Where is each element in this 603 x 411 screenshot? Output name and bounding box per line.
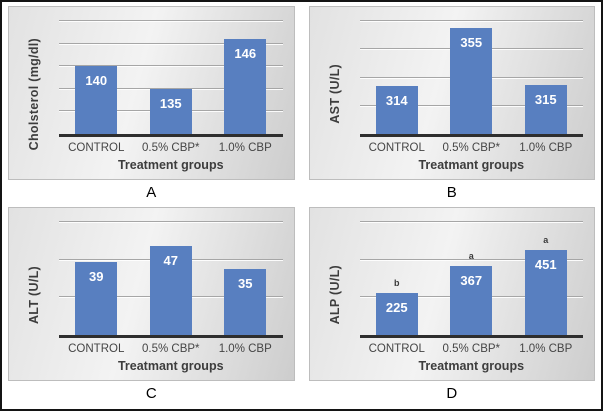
chart-panel-a: Cholsterol (mg/dl) 140 135 146 CONTROL 0.5… — [8, 6, 295, 204]
bar-1-0-cbp: 35 — [224, 269, 267, 335]
x-tick-10cbp: 1.0% CBP — [218, 343, 272, 355]
plot-area: 225 b 367 a 451 a — [359, 221, 583, 338]
x-axis-title: Treatmant groups — [117, 359, 224, 373]
bar-value-label: 140 — [85, 73, 108, 89]
significance-letter: a — [543, 235, 549, 246]
y-axis-title-wrap: Cholsterol (mg/dl) — [9, 11, 59, 177]
x-tick-labels: CONTROL 0.5% CBP* 1.0% CBP — [360, 137, 584, 154]
x-axis-title: Treatmant groups — [418, 158, 525, 172]
y-axis-title: ALT (U/L) — [27, 265, 41, 324]
plot-wrap: 140 135 146 CONTROL 0.5% CBP* 1.0% CBP Tre… — [59, 11, 283, 177]
x-tick-labels: CONTROL 0.5% CBP* 1.0% CBP — [360, 338, 584, 355]
x-tick-labels: CONTROL 0.5% CBP* 1.0% CBP — [59, 338, 283, 355]
gridline — [59, 221, 283, 222]
bar-value-label: 314 — [385, 92, 408, 108]
x-tick-control: CONTROL — [368, 142, 425, 154]
plot-wrap: 39 47 35 CONTROL 0.5% CBP* 1.0% CBP Treatm… — [59, 212, 283, 378]
bar-0-5-cbp-: 367 a — [450, 251, 493, 335]
bar-control: 39 — [75, 261, 118, 335]
y-axis-title: ALP (U/L) — [327, 265, 342, 325]
gridline — [59, 65, 283, 67]
bar-value-label: 35 — [238, 276, 253, 292]
plot-wrap: 314 355 315 CONTROL 0.5% CBP* 1.0% CBP Tre… — [359, 11, 584, 177]
chart-area-d: ALP (U/L) 225 b 367 a 451 a CONTROL 0.5% CBP*… — [308, 207, 595, 381]
bar-value-label: 451 — [534, 257, 557, 273]
x-tick-10cbp: 1.0% CBP — [519, 343, 573, 355]
bar-value-label: 225 — [385, 299, 408, 315]
bar-value-label: 315 — [534, 91, 557, 107]
bar-1-0-cbp: 315 — [524, 84, 567, 134]
bar-value-label: 355 — [460, 35, 483, 51]
y-axis-title-wrap: ALP (U/L) — [310, 212, 360, 378]
gridline — [359, 221, 583, 222]
y-axis-title: Cholsterol (mg/dl) — [27, 37, 41, 151]
bar-value-label: 39 — [89, 268, 104, 284]
x-tick-05cbp: 0.5% CBP* — [442, 142, 501, 154]
bar-value-label: 367 — [460, 272, 483, 288]
x-tick-control: CONTROL — [68, 343, 125, 355]
chart-area-a: Cholsterol (mg/dl) 140 135 146 CONTROL 0.5… — [8, 6, 295, 180]
x-tick-10cbp: 1.0% CBP — [519, 142, 573, 154]
gridline — [59, 87, 283, 89]
gridline — [359, 258, 583, 260]
bar-1-0-cbp: 451 a — [524, 235, 567, 335]
significance-letter: b — [394, 277, 400, 288]
plot-area: 39 47 35 — [59, 221, 283, 338]
chart-area-c: ALT (U/L) 39 47 35 CONTROL 0.5% CBP* 1.0% … — [8, 207, 295, 381]
x-axis-title: Treatment groups — [117, 158, 224, 172]
x-tick-05cbp: 0.5% CBP* — [141, 343, 200, 355]
significance-letter: a — [468, 250, 474, 261]
bar-control: 140 — [75, 66, 118, 134]
x-tick-control: CONTROL — [68, 142, 125, 154]
chart-panel-d: ALP (U/L) 225 b 367 a 451 a CONTROL 0.5% CBP*… — [308, 207, 595, 405]
panel-label-d: D — [446, 384, 458, 402]
x-tick-05cbp: 0.5% CBP* — [442, 343, 501, 355]
bar-value-label: 47 — [163, 253, 178, 269]
x-tick-10cbp: 1.0% CBP — [218, 142, 272, 154]
plot-area: 140 135 146 — [59, 20, 283, 137]
x-tick-labels: CONTROL 0.5% CBP* 1.0% CBP — [59, 137, 283, 154]
x-axis-title: Treatmant groups — [418, 359, 525, 373]
y-axis-title: AST (U/L) — [327, 64, 342, 124]
bar-1-0-cbp: 146 — [224, 39, 267, 134]
x-tick-control: CONTROL — [368, 343, 425, 355]
plot-wrap: 225 b 367 a 451 a CONTROL 0.5% CBP* 1.0% CBP … — [359, 212, 584, 378]
x-tick-05cbp: 0.5% CBP* — [141, 142, 200, 154]
chart-panel-c: ALT (U/L) 39 47 35 CONTROL 0.5% CBP* 1.0% … — [8, 207, 295, 405]
gridline — [359, 20, 583, 21]
bar-control: 314 — [375, 85, 418, 134]
panel-label-b: B — [446, 183, 457, 201]
bar-0-5-cbp-: 355 — [450, 28, 493, 134]
chart-area-b: AST (U/L) 314 355 315 CONTROL 0.5% CBP* 1.… — [308, 6, 595, 180]
chart-panel-b: AST (U/L) 314 355 315 CONTROL 0.5% CBP* 1.… — [308, 6, 595, 204]
bar-control: 225 b — [375, 278, 418, 335]
bar-value-label: 135 — [159, 95, 182, 111]
bar-0-5-cbp-: 135 — [149, 88, 192, 134]
gridline — [59, 42, 283, 44]
plot-area: 314 355 315 — [359, 20, 583, 137]
bar-0-5-cbp-: 47 — [149, 246, 192, 335]
y-axis-title-wrap: AST (U/L) — [310, 11, 360, 177]
panel-label-c: C — [145, 384, 157, 402]
y-axis-title-wrap: ALT (U/L) — [9, 212, 59, 378]
gridline — [59, 20, 283, 21]
panel-label-a: A — [146, 183, 157, 201]
bar-value-label: 146 — [234, 46, 257, 62]
